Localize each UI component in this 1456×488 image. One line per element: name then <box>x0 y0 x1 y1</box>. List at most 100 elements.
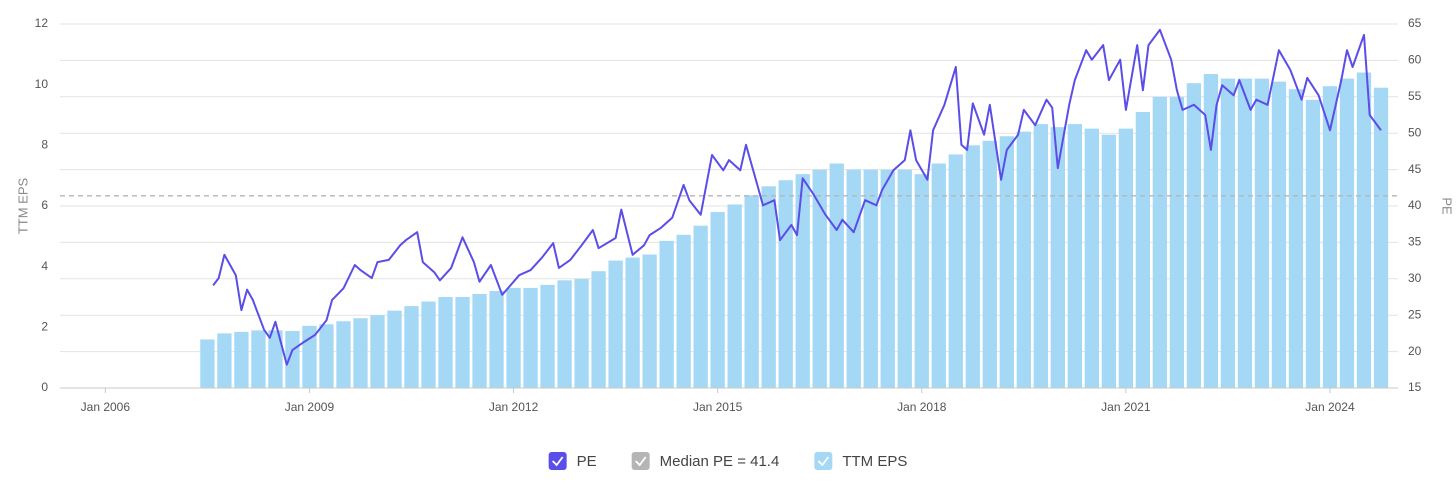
bar <box>1220 78 1236 388</box>
x-tick-label: Jan 2006 <box>81 400 131 414</box>
bar <box>472 293 487 388</box>
bar <box>455 297 470 388</box>
bar <box>319 324 334 388</box>
x-tick-label: Jan 2024 <box>1305 400 1355 414</box>
y2-tick-label: 25 <box>1408 307 1422 321</box>
bar <box>506 287 521 388</box>
bar <box>1356 72 1372 389</box>
bar <box>557 280 572 388</box>
bar <box>421 301 436 388</box>
legend-checkbox <box>548 452 567 470</box>
bar <box>540 284 555 388</box>
bar <box>1288 89 1304 388</box>
y2-tick-label: 55 <box>1408 89 1422 103</box>
bar <box>200 339 215 388</box>
bar <box>353 318 368 388</box>
bar <box>1254 78 1270 388</box>
y-tick-label: 8 <box>41 138 48 152</box>
y2-tick-label: 30 <box>1408 271 1422 285</box>
bar <box>523 287 538 388</box>
bar <box>914 174 929 388</box>
bar <box>1067 124 1082 388</box>
bar <box>812 169 827 388</box>
x-tick-label: Jan 2021 <box>1101 400 1151 414</box>
bar <box>1305 99 1321 388</box>
bar <box>1016 131 1031 388</box>
bar <box>1186 83 1202 389</box>
bar <box>574 278 589 388</box>
legend-checkbox <box>631 452 650 470</box>
bar <box>1339 78 1355 388</box>
y2-axis-title: PE <box>1440 197 1455 215</box>
x-tick-label: Jan 2012 <box>489 400 539 414</box>
legend-label: PE <box>577 453 597 470</box>
bar <box>217 333 232 388</box>
bar <box>591 271 606 388</box>
bar <box>285 330 300 388</box>
bar <box>880 169 895 388</box>
bar <box>438 297 453 388</box>
pe-line <box>212 28 1382 366</box>
bar <box>268 330 283 388</box>
bar <box>1084 128 1099 388</box>
bar <box>948 154 963 388</box>
bar <box>965 145 980 388</box>
legend-item[interactable]: Median PE = 41.4 <box>631 452 780 470</box>
y-axis-title: TTM EPS <box>15 178 30 235</box>
y2-tick-label: 65 <box>1408 16 1422 30</box>
x-tick-label: Jan 2015 <box>693 400 743 414</box>
x-tick-label: Jan 2018 <box>897 400 947 414</box>
bar <box>251 330 266 388</box>
y2-tick-label: 40 <box>1408 198 1422 212</box>
bar <box>829 163 844 388</box>
bar <box>608 260 623 388</box>
bar <box>370 315 385 388</box>
bar <box>1033 124 1048 388</box>
legend-label: Median PE = 41.4 <box>660 453 780 470</box>
bar <box>1152 96 1168 389</box>
bar <box>863 169 878 388</box>
bar <box>1203 74 1219 389</box>
bar <box>710 212 725 388</box>
y-tick-label: 6 <box>41 198 48 212</box>
legend-check <box>635 456 647 467</box>
bar <box>387 310 402 388</box>
bar <box>1373 87 1389 388</box>
y2-tick-label: 60 <box>1408 53 1422 67</box>
legend-item[interactable]: PE <box>548 452 597 470</box>
legend-label: TTM EPS <box>842 453 907 470</box>
legend-item[interactable]: TTM EPS <box>814 452 907 470</box>
bar <box>897 169 912 388</box>
bar <box>404 306 419 388</box>
bar <box>1050 127 1065 388</box>
bar <box>659 240 674 388</box>
bar <box>1271 81 1287 388</box>
legend-checkbox <box>814 452 833 470</box>
bar <box>1118 128 1134 388</box>
x-tick-label: Jan 2009 <box>285 400 335 414</box>
bar <box>931 163 946 388</box>
bar <box>982 140 997 388</box>
bar <box>795 174 810 388</box>
y-tick-label: 2 <box>41 320 48 334</box>
y2-tick-label: 15 <box>1408 380 1422 394</box>
bar <box>234 331 249 388</box>
bar <box>1135 111 1151 388</box>
bar <box>1237 78 1253 388</box>
bar <box>693 225 708 388</box>
legend: PE Median PE = 41.4 TTM EPS <box>548 452 907 470</box>
bar <box>676 234 691 388</box>
bar <box>625 257 640 388</box>
bar <box>727 204 742 388</box>
y-tick-label: 10 <box>35 77 49 91</box>
y-tick-label: 4 <box>41 259 48 273</box>
bar <box>489 290 504 388</box>
y-tick-label: 0 <box>41 380 48 394</box>
bar <box>1101 134 1116 388</box>
legend-check <box>552 456 564 467</box>
bar <box>1322 86 1338 388</box>
y2-tick-label: 45 <box>1408 162 1422 176</box>
bar <box>846 169 861 388</box>
y2-tick-label: 20 <box>1408 344 1422 358</box>
